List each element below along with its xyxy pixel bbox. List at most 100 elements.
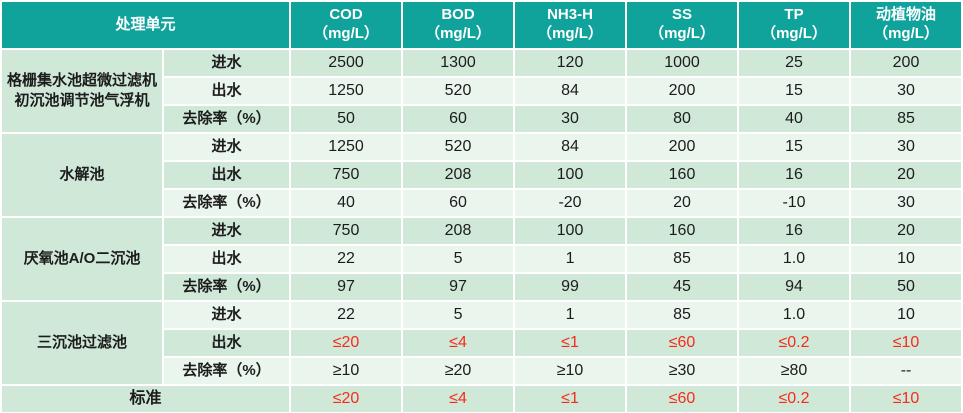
- group-label-hydrolysis: 水解池: [2, 134, 162, 216]
- value-cell: 208: [403, 218, 514, 244]
- value-cell: 160: [627, 218, 738, 244]
- value-cell: 30: [851, 134, 962, 160]
- value-cell: 50: [851, 274, 962, 300]
- table-row: 出水 1250 520 84 200 15 30: [2, 78, 962, 104]
- col-header-unit-text: （mg/L）: [873, 25, 939, 42]
- value-cell: 200: [627, 78, 738, 104]
- value-cell: 50: [291, 106, 402, 132]
- row-label: 出水: [164, 78, 290, 104]
- value-cell: ≥10: [515, 358, 626, 384]
- value-cell: 200: [851, 50, 962, 76]
- col-header-name: SS: [672, 6, 693, 24]
- col-header-unit-text: （mg/L）: [649, 25, 715, 42]
- value-cell: 85: [851, 106, 962, 132]
- value-cell: 25: [739, 50, 850, 76]
- value-cell: ≥30: [627, 358, 738, 384]
- value-cell: 85: [627, 246, 738, 272]
- col-header-cod: COD （mg/L）: [291, 2, 402, 48]
- value-cell: 1300: [403, 50, 514, 76]
- col-header-name: NH3-H: [547, 6, 593, 24]
- row-label: 进水: [164, 134, 290, 160]
- row-label: 进水: [164, 218, 290, 244]
- value-cell: 97: [403, 274, 514, 300]
- value-cell: 16: [739, 162, 850, 188]
- col-header-unit-text: （mg/L）: [313, 25, 379, 42]
- col-header-oil: 动植物油 （mg/L）: [851, 2, 962, 48]
- value-cell: 208: [403, 162, 514, 188]
- value-cell-limit: ≤10: [851, 330, 962, 356]
- value-cell: 22: [291, 246, 402, 272]
- table-row: 格栅集水池超微过滤机初沉池调节池气浮机 进水 2500 1300 120 100…: [2, 50, 962, 132]
- value-cell-limit: ≤4: [403, 330, 514, 356]
- value-cell: 5: [403, 246, 514, 272]
- value-cell: 10: [851, 246, 962, 272]
- value-cell: 20: [627, 190, 738, 216]
- table-row: 水解池 进水 1250 520 84 200 15 30: [2, 134, 962, 216]
- value-cell: --: [851, 358, 962, 384]
- value-cell: 84: [515, 134, 626, 160]
- col-header-unit-text: （mg/L）: [761, 25, 827, 42]
- value-cell: 80: [627, 106, 738, 132]
- col-header-unit: 处理单元: [2, 2, 290, 48]
- col-header-unit-text: （mg/L）: [537, 25, 603, 42]
- value-cell: 200: [627, 134, 738, 160]
- value-cell: 1250: [291, 134, 402, 160]
- value-cell: 1: [515, 302, 626, 328]
- col-header-unit-text: （mg/L）: [425, 25, 491, 42]
- value-cell: 750: [291, 218, 402, 244]
- value-cell: 30: [851, 78, 962, 104]
- value-cell: 99: [515, 274, 626, 300]
- header-row: 处理单元 COD （mg/L） BOD （mg/L） NH3-H （mg/L） …: [2, 2, 962, 48]
- value-cell: 15: [739, 134, 850, 160]
- value-cell: 85: [627, 302, 738, 328]
- table-row: 去除率（%） 40 60 -20 20 -10 30: [2, 190, 962, 216]
- col-header-name: 动植物油: [876, 6, 937, 24]
- standard-value-cell: ≤20: [291, 386, 402, 412]
- col-header-ss: SS （mg/L）: [627, 2, 738, 48]
- value-cell: 60: [403, 106, 514, 132]
- value-cell: 100: [515, 218, 626, 244]
- value-cell: -20: [515, 190, 626, 216]
- value-cell: 10: [851, 302, 962, 328]
- value-cell: 520: [403, 78, 514, 104]
- value-cell: 1.0: [739, 246, 850, 272]
- row-label: 出水: [164, 246, 290, 272]
- table-row: 去除率（%） ≥10 ≥20 ≥10 ≥30 ≥80 --: [2, 358, 962, 384]
- row-label: 去除率（%）: [164, 106, 290, 132]
- table-row: 去除率（%） 97 97 99 45 94 50: [2, 274, 962, 300]
- table-row: 厌氧池A/O二沉池 进水 750 208 100 160 16 20: [2, 218, 962, 300]
- value-cell: 520: [403, 134, 514, 160]
- value-cell: ≥80: [739, 358, 850, 384]
- value-cell: 20: [851, 162, 962, 188]
- value-cell-limit: ≤60: [627, 330, 738, 356]
- value-cell: ≥20: [403, 358, 514, 384]
- row-label: 出水: [164, 330, 290, 356]
- value-cell: 30: [851, 190, 962, 216]
- value-cell: 1: [515, 246, 626, 272]
- group-label-tertiary-filter: 三沉池过滤池: [2, 302, 162, 384]
- col-header-bod: BOD （mg/L）: [403, 2, 514, 48]
- row-label: 进水: [164, 302, 290, 328]
- value-cell: 97: [291, 274, 402, 300]
- value-cell: 22: [291, 302, 402, 328]
- value-cell-limit: ≤0.2: [739, 330, 850, 356]
- table-row: 出水 22 5 1 85 1.0 10: [2, 246, 962, 272]
- value-cell: 20: [851, 218, 962, 244]
- col-header-name: BOD: [441, 6, 475, 24]
- col-header-name: COD: [329, 6, 363, 24]
- value-cell: 16: [739, 218, 850, 244]
- row-label: 进水: [164, 50, 290, 76]
- row-label: 出水: [164, 162, 290, 188]
- col-header-tp: TP （mg/L）: [739, 2, 850, 48]
- table-row: 出水 750 208 100 160 16 20: [2, 162, 962, 188]
- value-cell: 94: [739, 274, 850, 300]
- value-cell: -10: [739, 190, 850, 216]
- value-cell: 160: [627, 162, 738, 188]
- row-label: 去除率（%）: [164, 274, 290, 300]
- col-header-name: TP: [784, 6, 804, 24]
- value-cell-limit: ≤20: [291, 330, 402, 356]
- value-cell-limit: ≤1: [515, 330, 626, 356]
- standard-value-cell: ≤60: [627, 386, 738, 412]
- standard-value-cell: ≤0.2: [739, 386, 850, 412]
